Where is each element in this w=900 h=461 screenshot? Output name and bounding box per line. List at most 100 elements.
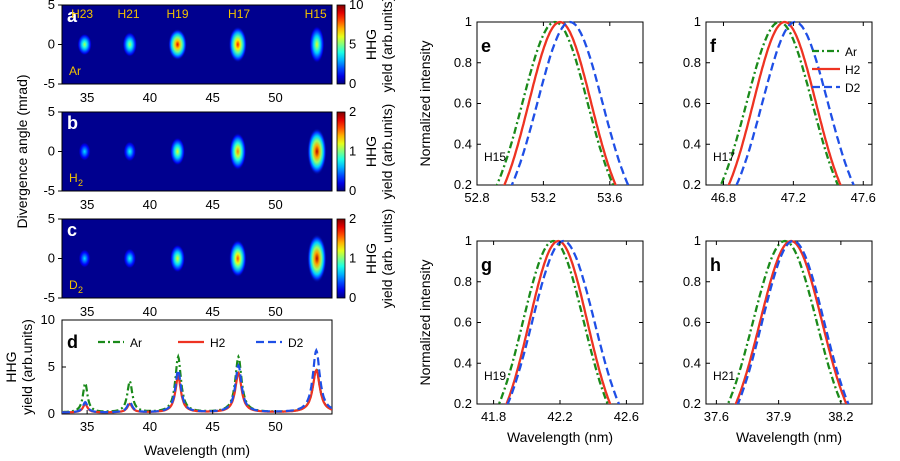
y-tick-label: 0.8 <box>454 55 472 70</box>
y-tick-label: 5 <box>48 104 55 119</box>
colorbar-tick-label: 0 <box>349 290 356 305</box>
colorbar-label: yield (arb.units) <box>379 0 395 92</box>
y-tick-label: 0.8 <box>683 274 701 289</box>
gas-label: H <box>69 171 78 185</box>
x-tick-label: 40 <box>143 304 157 319</box>
y-tick-label: 0.6 <box>454 96 472 111</box>
series-line-Ar <box>719 20 840 185</box>
y-tick-label: 0.8 <box>683 55 701 70</box>
colorbar-tick-label: 10 <box>349 0 363 12</box>
legend-label: H2 <box>845 63 861 77</box>
x-tick-label: 47.6 <box>851 190 876 205</box>
gas-label-subscript: 2 <box>78 285 83 295</box>
harmonic-order-label: H19 <box>484 369 506 383</box>
harmonic-spot <box>229 239 247 278</box>
harmonic-label: H23 <box>71 7 93 21</box>
y-axis-label: Normalized intensity <box>417 40 433 166</box>
y-tick-label: 0.2 <box>683 177 701 192</box>
colorbar-tick-label: 1 <box>349 251 356 266</box>
gas-label-subscript: 2 <box>78 178 83 188</box>
harmonic-order-label: H17 <box>713 150 735 164</box>
y-tick-label: 0.4 <box>454 355 472 370</box>
colorbar-tick-label: 1 <box>349 144 356 159</box>
x-tick-label: 50 <box>268 90 282 105</box>
legend-label: H2 <box>210 336 226 350</box>
harmonic-spot <box>122 31 138 58</box>
series-line-H2 <box>503 20 617 185</box>
series-line-D2 <box>735 20 855 185</box>
harmonic-label: H15 <box>305 7 327 21</box>
panel-f: 1 0.8 0.6 0.4 0.2 46.8 47.2 47.6 f H17 Ar H2 D2 <box>683 14 876 205</box>
y-tick-label: -5 <box>43 183 55 198</box>
x-axis-label: Wavelength (nm) <box>736 429 842 445</box>
x-tick-label: 35 <box>80 90 94 105</box>
y-tick-label: 0 <box>48 251 55 266</box>
axes-frame <box>61 319 333 415</box>
y-axis-label: HHG <box>3 351 19 382</box>
axes-frame <box>705 240 873 405</box>
x-tick-label: 37.6 <box>704 409 729 424</box>
axes-frame <box>476 240 644 405</box>
panel-label: f <box>710 36 717 56</box>
panel-label: a <box>67 6 78 26</box>
y-tick-label: 0 <box>48 406 55 421</box>
x-tick-label: 45 <box>205 304 219 319</box>
harmonic-spot <box>307 234 327 283</box>
y-tick-label: 5 <box>48 359 55 374</box>
harmonic-spot <box>169 137 186 166</box>
x-tick-label: 50 <box>268 419 282 434</box>
colorbar-tick-label: 2 <box>349 211 356 226</box>
y-tick-label: 5 <box>48 0 55 12</box>
harmonic-spot <box>123 141 137 162</box>
panel-label: c <box>67 220 77 240</box>
colorbar-label: HHG <box>363 243 379 274</box>
y-axis-label: yield (arb.units) <box>19 319 35 415</box>
y-tick-label: 0.4 <box>683 136 701 151</box>
gas-label: D <box>69 278 78 292</box>
x-tick-label: 41.8 <box>481 409 506 424</box>
colorbar-tick-label: 0 <box>349 76 356 91</box>
harmonic-spot <box>307 127 327 176</box>
harmonic-order-label: H15 <box>484 150 506 164</box>
x-axis-label: Wavelength (nm) <box>507 429 613 445</box>
harmonic-spot <box>169 244 186 273</box>
harmonic-order-label: H21 <box>713 369 735 383</box>
x-tick-label: 40 <box>143 419 157 434</box>
harmonic-label: H19 <box>167 7 189 21</box>
divergence-axis-label: Divergence angle (mrad) <box>14 74 30 228</box>
axes-frame <box>705 21 873 186</box>
legend-label: D2 <box>845 81 861 95</box>
heatmap-background <box>62 219 332 298</box>
panel-e: 1 0.8 0.6 0.4 0.252.8 53.2 53.6 e H15 Normalized … <box>417 14 644 205</box>
harmonic-label: H21 <box>118 7 140 21</box>
legend-label: Ar <box>130 336 142 350</box>
y-tick-label: 0.6 <box>683 96 701 111</box>
panel-label: b <box>67 113 78 133</box>
y-tick-label: 0.4 <box>683 355 701 370</box>
colorbar-label: yield (arb.units) <box>379 104 395 200</box>
series-line-D2 <box>736 239 850 404</box>
y-tick-label: 0.8 <box>454 274 472 289</box>
panel-label: h <box>710 255 721 275</box>
x-tick-label: 53.2 <box>531 190 556 205</box>
harmonic-label: H17 <box>228 7 250 21</box>
harmonic-spot <box>78 249 91 268</box>
x-tick-label: 35 <box>80 419 94 434</box>
x-tick-label: 53.6 <box>597 190 622 205</box>
colorbar-tick-label: 0 <box>349 183 356 198</box>
x-tick-label: 46.8 <box>711 190 736 205</box>
x-tick-label: 45 <box>205 90 219 105</box>
x-tick-label: 50 <box>268 304 282 319</box>
x-tick-label: 40 <box>143 197 157 212</box>
colorbar-label: HHG <box>363 29 379 60</box>
series-line-Ar <box>497 239 609 404</box>
series-line-D2 <box>510 20 630 185</box>
x-tick-label: 35 <box>80 197 94 212</box>
y-tick-label: 10 <box>41 312 55 327</box>
x-tick-label: 50 <box>268 197 282 212</box>
x-tick-label: 47.2 <box>781 190 806 205</box>
harmonic-spot <box>228 26 247 63</box>
y-tick-label: 0.2 <box>454 177 472 192</box>
